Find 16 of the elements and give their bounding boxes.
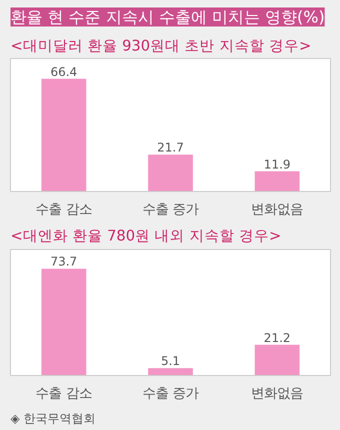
- chart-title: 환율 현 수준 지속시 수출에 미치는 영향(%): [10, 8, 325, 26]
- data-label: 73.7: [50, 254, 78, 269]
- chart-title: <대엔화 환율 780원 내외 지속할 경우>: [10, 228, 282, 244]
- text: ◈ 한국무역협회: [10, 412, 96, 426]
- x-tick-label: 변화없음: [251, 202, 304, 218]
- x-tick-label: 수출 감소: [36, 386, 92, 402]
- chart-subtitle: <대미달러 환율 930원대 초반 지속할 경우>: [10, 38, 312, 54]
- x-tick-label: 수출 증가: [142, 386, 199, 402]
- data-label: 21.2: [264, 330, 291, 345]
- data-label: 11.9: [264, 157, 291, 172]
- x-tick-label: 수출 감소: [36, 202, 92, 218]
- data-label: 21.7: [157, 140, 184, 155]
- x-tick-label: 변화없음: [251, 386, 304, 402]
- x-tick-label: 수출 증가: [142, 202, 199, 218]
- data-label: 5.1: [160, 354, 180, 368]
- data-label: 66.4: [50, 64, 78, 79]
